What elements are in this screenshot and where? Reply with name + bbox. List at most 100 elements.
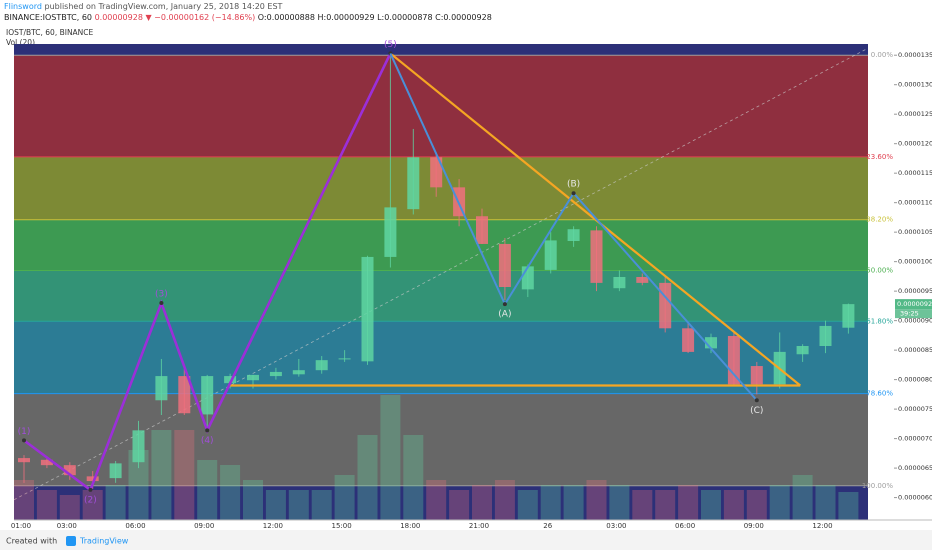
x-tick-label: 12:00 (263, 522, 283, 530)
x-tick-label: 21:00 (469, 522, 489, 530)
candle-body (269, 371, 282, 377)
volume-bar (746, 490, 767, 520)
triangle-line (389, 52, 802, 387)
brand-icon (66, 536, 76, 546)
volume-bar (609, 485, 630, 520)
volume-bar (380, 395, 401, 520)
author: Flinsword (4, 2, 42, 11)
x-tick-label: 12:00 (812, 522, 832, 530)
candle-body (498, 243, 511, 288)
volume-bar (59, 495, 80, 520)
candle-body (361, 256, 374, 362)
volume-bar (769, 485, 790, 520)
fib-label: 61.80% (866, 317, 893, 325)
wave-label: (B) (567, 180, 580, 190)
x-tick-label: 06:00 (675, 522, 695, 530)
x-tick-label: 18:00 (400, 522, 420, 530)
ohlc: O:0.00000888 H:0.00000929 L:0.00000878 C… (258, 13, 492, 22)
candle-body (521, 266, 534, 290)
x-tick-label: 03:00 (57, 522, 77, 530)
countdown-label: 39:25 (900, 310, 919, 318)
volume-bar (815, 485, 836, 520)
candle-body (727, 335, 740, 385)
candle-body (476, 216, 488, 244)
candle-body (636, 276, 649, 283)
volume-bar (472, 485, 492, 520)
footer-bar (0, 530, 932, 550)
fib-zone (14, 55, 868, 157)
volume-bar (723, 490, 744, 520)
volume-title: Vol (20) (6, 38, 35, 47)
volume-bar (197, 460, 218, 520)
volume-bar (288, 490, 309, 520)
candle-body (86, 476, 99, 482)
candle-body (132, 430, 145, 463)
volume-bar (14, 480, 34, 520)
candle-body (201, 376, 214, 415)
x-tick-label: 26 (543, 522, 552, 530)
candle-body (567, 229, 580, 242)
volume-bar (449, 490, 470, 520)
volume-bar (82, 490, 103, 520)
candle-body (224, 376, 237, 384)
x-tick-label: 06:00 (125, 522, 145, 530)
wave-point (205, 428, 210, 433)
volume-bar (838, 492, 859, 520)
volume-bar (105, 485, 126, 520)
plot-area: 0.00% 23.60% 38.20% 50.00% 61.80% 78.60% 100.0… (11, 40, 932, 530)
wave-label: (5) (384, 40, 397, 50)
candle-body (18, 458, 30, 463)
volume-bar (220, 465, 241, 520)
candle-body (40, 459, 53, 466)
volume-bar (517, 490, 538, 520)
volume-bar (426, 480, 447, 520)
candle-body (109, 463, 122, 479)
wave-label: (4) (201, 436, 214, 446)
fib-zone (14, 393, 868, 486)
wave-point (88, 487, 93, 492)
wave-label: (A) (498, 310, 511, 320)
candle-body (750, 366, 763, 385)
fib-label: 50.00% (866, 266, 893, 274)
candle-body (819, 325, 832, 346)
candle-body (682, 328, 695, 352)
footer-brand: TradingView (79, 537, 129, 546)
wave-point (22, 438, 26, 443)
fib-label: 23.60% (866, 153, 893, 161)
wave-point (502, 302, 507, 307)
volume-bar (494, 480, 515, 520)
volume-bar (311, 490, 332, 520)
last-price-label: 0.00000928 (897, 300, 932, 308)
header-line: Flinsword published on TradingView.com, … (4, 2, 283, 11)
wave-point (571, 191, 576, 196)
fib-zone (14, 219, 868, 271)
published: published on TradingView.com, January 25… (45, 2, 283, 11)
candle-body (544, 240, 557, 270)
x-tick-label: 09:00 (194, 522, 214, 530)
candle-body (315, 360, 328, 371)
wave-label: (2) (84, 495, 97, 505)
candle-body (338, 358, 351, 360)
change: 0.00000928 ▼ −0.00000162 (−14.86%) (95, 13, 256, 22)
symbol: BINANCE:IOSTBTC, 60 (4, 13, 92, 22)
volume-bar (678, 485, 699, 520)
volume-bar (36, 490, 57, 520)
candle-body (407, 157, 420, 210)
x-tick-label: 01:00 (11, 522, 31, 530)
volume-bar (792, 475, 813, 520)
candle-body (430, 157, 443, 188)
candle-body (63, 465, 76, 476)
volume-bar (151, 430, 172, 520)
volume-bar (174, 430, 195, 520)
